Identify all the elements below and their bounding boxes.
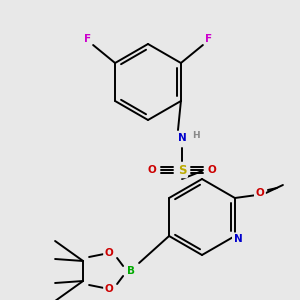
Text: O: O (105, 248, 113, 258)
Text: O: O (148, 165, 156, 175)
Text: H: H (192, 130, 200, 140)
Text: F: F (83, 34, 91, 44)
Text: O: O (105, 284, 113, 294)
Text: O: O (256, 188, 264, 198)
Text: N: N (233, 234, 242, 244)
Text: N: N (178, 133, 186, 143)
Text: F: F (205, 34, 212, 44)
Text: B: B (127, 266, 135, 276)
Text: O: O (208, 165, 216, 175)
Text: S: S (178, 164, 186, 176)
